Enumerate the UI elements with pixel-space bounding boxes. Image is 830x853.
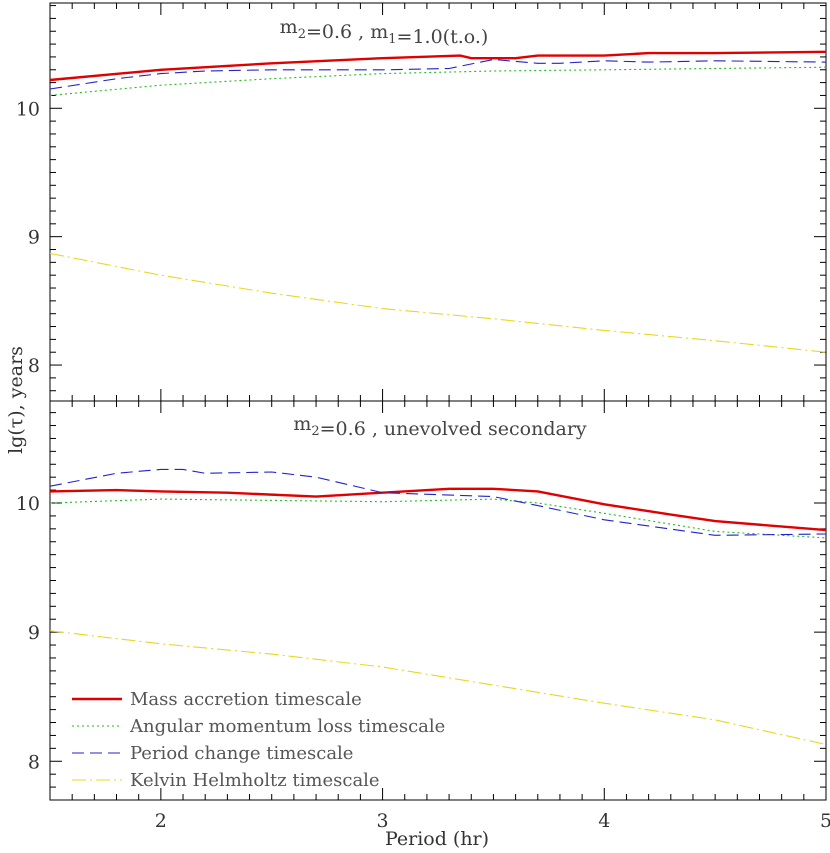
- legend-label-2: Period change timescale: [130, 743, 353, 764]
- series-line-0-1: [49, 66, 827, 96]
- bottom-panel-title: m2=0.6 , unevolved secondary: [293, 413, 587, 440]
- y-tick-label: 9: [28, 227, 40, 249]
- legend: Mass accretion timescale Angular momentum…: [72, 689, 445, 791]
- series-line-0-3: [49, 252, 827, 353]
- x-tick-label: 3: [377, 810, 389, 832]
- legend-label-1: Angular momentum loss timescale: [129, 716, 445, 737]
- x-tick-label: 5: [820, 810, 830, 832]
- y-tick-label: 8: [28, 355, 40, 377]
- x-tick-label: 4: [598, 810, 610, 832]
- series-line-0-0: [49, 50, 827, 82]
- series-line-1-0: [49, 487, 827, 532]
- y-axis-label: lg(τ), years: [5, 346, 27, 454]
- y-tick-label: 8: [28, 751, 40, 773]
- y-tick-label: 10: [16, 493, 40, 515]
- y-tick-label: 10: [16, 98, 40, 120]
- series-line-0-2: [49, 58, 827, 90]
- series-line-1-2: [49, 468, 827, 536]
- series-line-1-1: [49, 498, 827, 539]
- x-tick-label: 2: [155, 810, 167, 832]
- panel-frame-1: [49, 400, 827, 801]
- legend-label-0: Mass accretion timescale: [130, 689, 362, 710]
- y-tick-label: 9: [28, 622, 40, 644]
- series-line-1-3: [49, 630, 827, 746]
- top-panel-title: m2=0.6 , m1=1.0(t.o.): [280, 16, 489, 48]
- panel-frame-0: [49, 2, 827, 402]
- x-axis-label: Period (hr): [385, 828, 489, 850]
- legend-label-3: Kelvin Helmholtz timescale: [130, 770, 380, 791]
